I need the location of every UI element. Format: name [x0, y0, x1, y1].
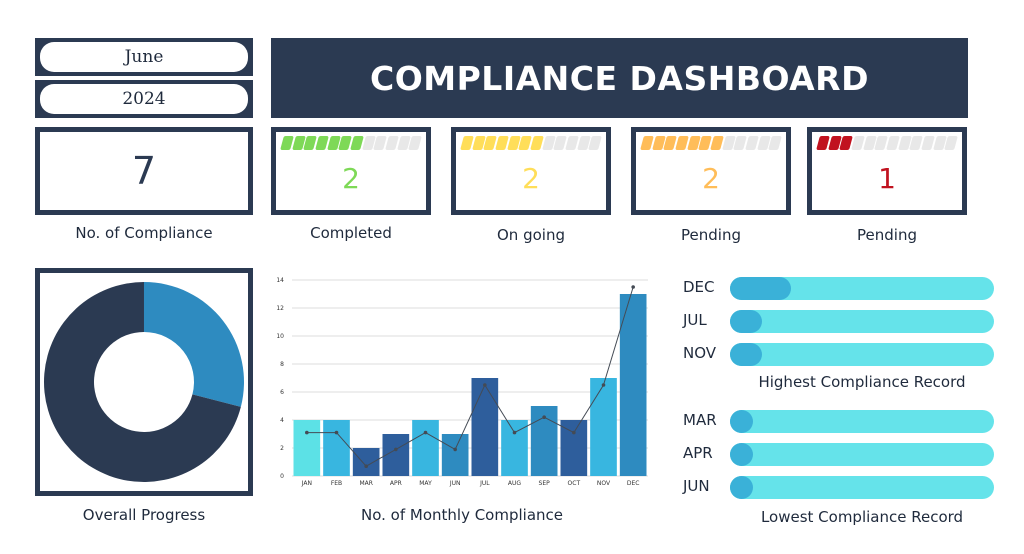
year-value: 2024: [40, 84, 248, 114]
status-progress-bar: [816, 136, 958, 150]
highest-month-label: JUL: [683, 311, 707, 329]
trend-point: [572, 430, 576, 435]
highest-record-fill: [730, 310, 762, 333]
trend-point: [631, 285, 635, 289]
x-tick-label: JUL: [479, 480, 490, 487]
x-tick-label: SEP: [539, 480, 551, 487]
y-tick-label: 14: [276, 277, 284, 284]
status-card: 1: [807, 127, 967, 215]
highest-month-label: DEC: [683, 278, 715, 296]
status-progress-bar: [280, 136, 422, 150]
highest-record-bar: [730, 310, 994, 333]
x-tick-label: APR: [390, 480, 402, 487]
total-compliance-value: 7: [131, 149, 157, 193]
trend-point: [512, 430, 517, 435]
y-tick-label: 0: [280, 473, 284, 480]
bar-dec: [619, 294, 647, 476]
lowest-record-fill: [730, 443, 753, 466]
y-tick-label: 10: [276, 333, 284, 340]
lowest-month-label: MAR: [683, 411, 717, 429]
total-compliance-label: No. of Compliance: [75, 224, 213, 242]
y-tick-label: 2: [280, 445, 284, 452]
status-progress-bar: [460, 136, 602, 150]
bar-jul: [471, 378, 499, 476]
lowest-month-label: APR: [683, 444, 713, 462]
lowest-record-bar: [730, 410, 994, 433]
trend-point: [423, 430, 428, 435]
overall-progress-donut: [43, 282, 244, 482]
highest-record-label: Highest Compliance Record: [758, 373, 966, 391]
status-progress-bar: [640, 136, 782, 150]
y-tick-label: 4: [280, 417, 284, 424]
lowest-record-bar: [730, 443, 994, 466]
lowest-record-fill: [730, 410, 753, 433]
trend-point: [305, 430, 309, 435]
status-value: 1: [878, 162, 896, 195]
donut-slice-completed: [144, 282, 244, 407]
bar-oct: [560, 420, 588, 476]
status-value: 2: [702, 162, 720, 195]
y-tick-label: 12: [276, 305, 284, 312]
trend-point: [483, 383, 487, 387]
bar-jun: [441, 434, 469, 476]
status-label: Pending: [681, 226, 741, 244]
trend-point: [394, 447, 398, 452]
lowest-record-bar: [730, 476, 994, 499]
lowest-record-fill: [730, 476, 753, 499]
bar-jan: [293, 420, 321, 476]
trend-point: [334, 430, 339, 435]
lowest-month-label: JUN: [683, 477, 710, 495]
progress-segment: [588, 136, 602, 150]
trend-point: [453, 447, 457, 452]
status-label: Completed: [310, 224, 392, 242]
highest-record-bar: [730, 343, 994, 366]
x-tick-label: DEC: [627, 480, 640, 487]
overall-progress-card: [35, 268, 253, 496]
overall-progress-label: Overall Progress: [82, 506, 206, 524]
x-tick-label: JAN: [301, 480, 312, 487]
x-tick-label: AUG: [508, 480, 521, 487]
lowest-record-label: Lowest Compliance Record: [760, 508, 964, 526]
donut-slice-remaining: [43, 282, 241, 482]
highest-record-fill: [730, 277, 791, 300]
trend-point: [542, 415, 546, 419]
total-compliance-card: 7: [35, 127, 253, 215]
bar-aug: [501, 420, 528, 476]
progress-segment: [768, 136, 782, 150]
month-value: June: [40, 42, 248, 72]
status-value: 2: [342, 162, 360, 195]
status-label: On going: [497, 226, 565, 244]
trend-point: [601, 383, 606, 387]
status-card: 2: [631, 127, 791, 215]
y-tick-label: 6: [280, 389, 284, 396]
y-tick-label: 8: [280, 361, 284, 368]
highest-month-label: NOV: [683, 344, 717, 362]
x-tick-label: FEB: [331, 480, 342, 487]
x-tick-label: OCT: [568, 480, 581, 487]
status-label: Pending: [857, 226, 917, 244]
dashboard-title: COMPLIANCE DASHBOARD: [271, 38, 968, 118]
status-card: 2: [271, 127, 431, 215]
x-tick-label: MAY: [419, 480, 432, 487]
highest-record-fill: [730, 343, 762, 366]
trend-line: [306, 286, 634, 467]
bar-feb: [323, 420, 350, 476]
bar-nov: [590, 378, 617, 476]
x-tick-label: JUN: [449, 480, 461, 487]
x-tick-label: MAR: [359, 480, 372, 487]
trend-point: [364, 464, 368, 468]
highest-record-bar: [730, 277, 994, 300]
year-selector[interactable]: 2024: [35, 80, 253, 118]
month-selector[interactable]: June: [35, 38, 253, 76]
progress-segment: [408, 136, 422, 150]
bar-may: [412, 420, 439, 476]
x-tick-label: NOV: [597, 480, 611, 487]
monthly-compliance-chart: 0 2 4 6 8 10 12 14 JAN FEB MAR APR MAY JUN JUL AUG SEP OC…: [276, 277, 648, 487]
status-value: 2: [522, 162, 540, 195]
status-card: 2: [451, 127, 611, 215]
monthly-compliance-label: No. of Monthly Compliance: [360, 506, 564, 524]
progress-segment: [944, 136, 958, 150]
bar-mar: [352, 448, 380, 476]
